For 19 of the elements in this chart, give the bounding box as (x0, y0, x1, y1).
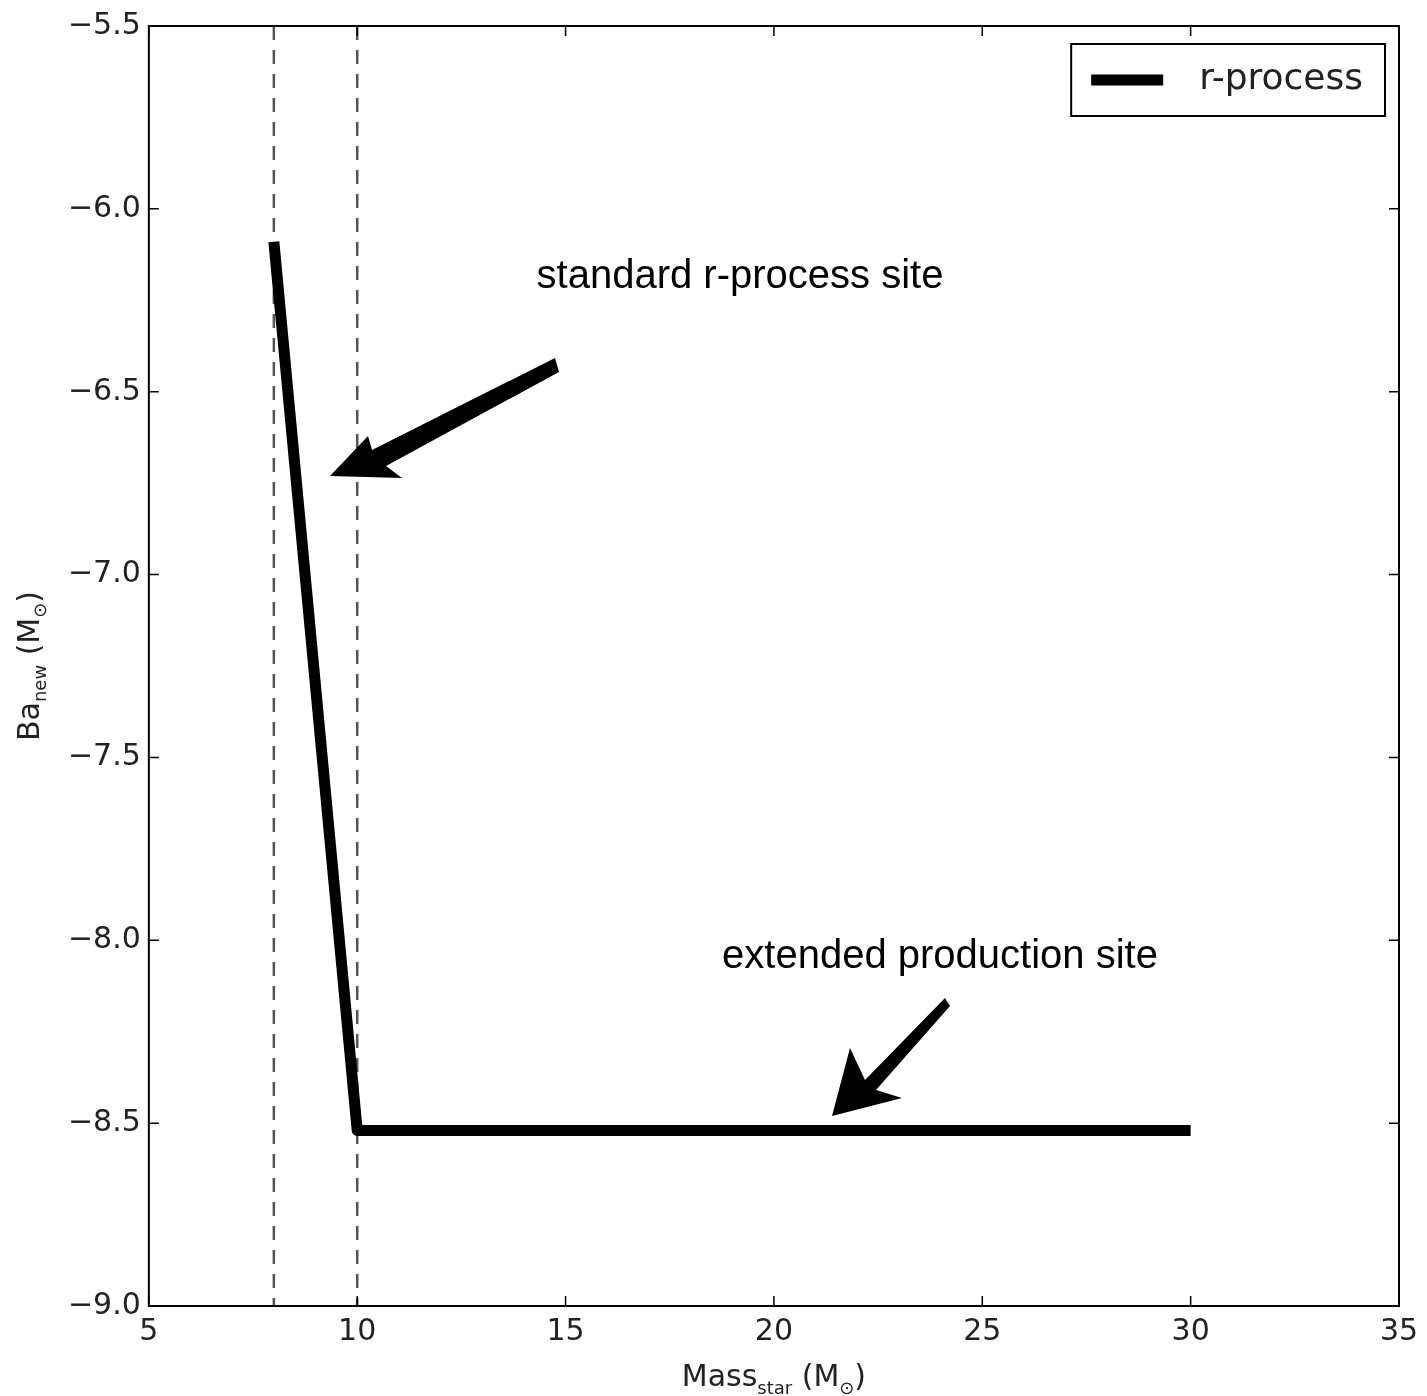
x-tick-label: 30 (1171, 1311, 1210, 1347)
y-tick-label: −8.0 (67, 920, 141, 956)
x-tick-label: 10 (338, 1311, 377, 1347)
x-tick-label: 15 (546, 1311, 585, 1347)
y-tick-label: −9.0 (67, 1285, 141, 1321)
x-tick-label: 5 (139, 1311, 159, 1347)
annotation: standard r-process site (536, 252, 944, 296)
y-tick-label: −7.5 (67, 737, 141, 773)
annotation: extended production site (722, 932, 1158, 976)
y-tick-label: −8.5 (67, 1102, 141, 1138)
y-axis-title: Banew (M⊙) (10, 590, 51, 742)
x-tick-label: 25 (963, 1311, 1002, 1347)
x-tick-label: 20 (754, 1311, 794, 1347)
y-tick-label: −5.5 (67, 5, 141, 41)
y-tick-label: −6.0 (67, 188, 141, 224)
y-tick-label: −6.5 (67, 371, 141, 407)
legend-label: r-process (1199, 56, 1363, 98)
x-tick-label: 35 (1379, 1311, 1419, 1347)
y-tick-label: −7.0 (67, 554, 141, 590)
